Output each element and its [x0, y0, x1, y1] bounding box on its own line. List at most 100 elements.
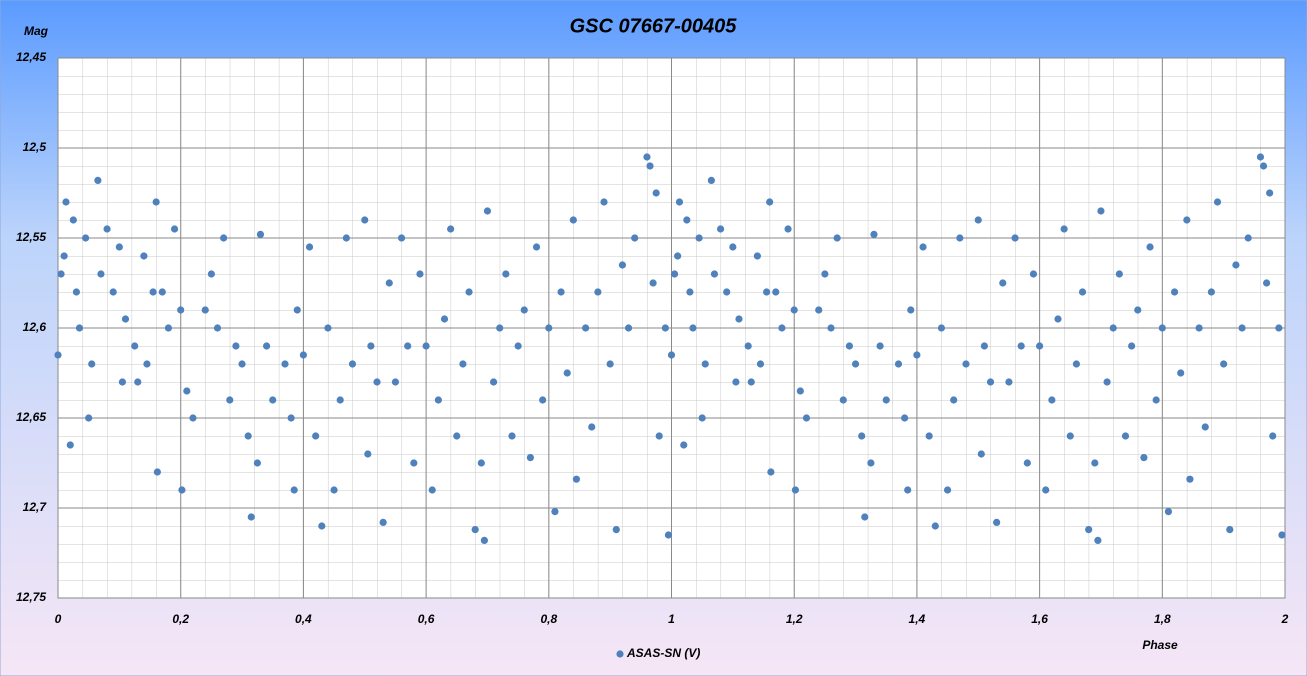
data-point: [729, 243, 737, 251]
x-tick-label: 0,4: [295, 612, 312, 626]
data-point: [913, 351, 921, 359]
data-point: [901, 414, 909, 422]
x-tick-label: 1,4: [909, 612, 926, 626]
data-point: [502, 270, 510, 278]
data-point: [1207, 288, 1215, 296]
data-point: [324, 324, 332, 332]
data-point: [1262, 279, 1271, 287]
data-point: [453, 432, 461, 440]
data-point: [861, 513, 869, 521]
data-point: [767, 468, 775, 476]
data-point: [1042, 486, 1050, 494]
data-point: [977, 450, 985, 458]
data-point: [701, 360, 709, 368]
data-point: [894, 360, 903, 368]
data-point: [109, 288, 117, 296]
x-axis-label: Phase: [1142, 638, 1178, 652]
y-tick-label: 12,7: [23, 500, 48, 514]
y-tick-label: 12,6: [23, 320, 47, 334]
data-point: [361, 216, 369, 224]
data-point: [784, 225, 792, 233]
data-point: [815, 306, 823, 314]
data-point: [66, 441, 74, 449]
data-point: [397, 234, 406, 242]
data-point: [220, 234, 228, 242]
data-point: [410, 459, 418, 467]
data-point: [1078, 288, 1087, 296]
data-point: [756, 360, 765, 368]
y-tick-label: 12,55: [16, 230, 46, 244]
data-point: [572, 475, 581, 483]
data-point: [465, 288, 473, 296]
data-point: [385, 279, 393, 287]
data-point: [72, 288, 81, 296]
data-point: [1259, 162, 1268, 170]
data-point: [1085, 526, 1093, 534]
data-point: [299, 351, 307, 359]
data-point: [744, 342, 752, 350]
data-point: [422, 342, 430, 350]
data-point: [62, 198, 70, 206]
data-point: [904, 486, 912, 494]
data-point: [766, 198, 774, 206]
data-point: [201, 306, 209, 314]
data-point: [1278, 531, 1286, 539]
data-point: [624, 324, 633, 332]
data-point: [88, 360, 96, 368]
data-point: [707, 176, 715, 184]
data-point: [177, 306, 185, 314]
data-point: [1244, 234, 1252, 242]
data-point: [149, 288, 157, 296]
data-point: [839, 396, 847, 404]
data-point: [520, 306, 528, 314]
data-point: [1134, 306, 1142, 314]
data-point: [404, 342, 412, 350]
data-point: [170, 225, 179, 233]
data-point: [667, 351, 676, 359]
data-point: [459, 360, 467, 368]
data-point: [281, 360, 289, 368]
data-point: [962, 360, 970, 368]
data-point: [919, 243, 927, 251]
data-point: [791, 486, 800, 494]
data-point: [348, 360, 357, 368]
data-point: [986, 378, 995, 386]
data-point: [85, 414, 93, 422]
data-point: [1183, 216, 1191, 224]
data-point: [1054, 315, 1062, 323]
data-point: [391, 378, 400, 386]
data-point: [158, 288, 166, 296]
data-point: [680, 441, 688, 449]
data-point: [447, 225, 455, 233]
data-point: [1201, 423, 1209, 431]
y-tick-label: 12,75: [16, 590, 46, 604]
data-point: [367, 342, 375, 350]
data-point: [69, 216, 77, 224]
legend-label: ASAS-SN (V): [626, 646, 700, 660]
data-point: [247, 513, 255, 521]
data-point: [1097, 207, 1105, 215]
data-point: [753, 252, 761, 260]
data-point: [867, 459, 875, 467]
data-point: [689, 324, 697, 332]
data-point: [643, 153, 651, 161]
data-point: [974, 216, 982, 224]
data-point: [732, 378, 740, 386]
data-point: [143, 360, 151, 368]
data-point: [140, 252, 148, 260]
y-axis-label: Mag: [24, 24, 49, 38]
data-point: [683, 216, 691, 224]
data-point: [594, 288, 602, 296]
data-point: [675, 198, 684, 206]
data-point: [1091, 459, 1099, 467]
data-point: [612, 526, 620, 534]
data-point: [152, 198, 160, 206]
data-point: [1195, 324, 1203, 332]
data-point: [226, 396, 234, 404]
data-point: [858, 432, 866, 440]
data-point: [545, 324, 553, 332]
data-point: [262, 342, 271, 350]
data-point: [1238, 324, 1246, 332]
x-tick-label: 1,8: [1154, 612, 1171, 626]
